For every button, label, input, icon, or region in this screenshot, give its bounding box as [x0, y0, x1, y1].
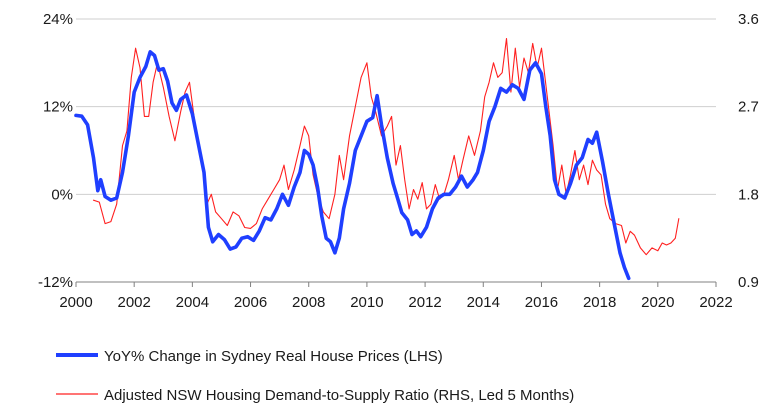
y-right-tick-label: 2.7 [738, 99, 759, 116]
axes [75, 281, 717, 287]
x-tick-label: 2014 [467, 294, 500, 311]
tick-labels: 24% 12% 0% -12% 3.6 2.7 1.8 0.9 2000 2002 2004 2006… [38, 11, 759, 311]
x-tick-label: 2016 [525, 294, 558, 311]
x-tick-label: 2006 [234, 294, 267, 311]
x-tick-label: 2012 [408, 294, 441, 311]
x-tick-label: 2018 [583, 294, 616, 311]
y-right-tick-label: 1.8 [738, 186, 759, 203]
x-tick-label: 2002 [117, 294, 150, 311]
x-tick-label: 2004 [176, 294, 209, 311]
y-left-tick-label: 0% [51, 186, 73, 203]
y-left-tick-label: -12% [38, 274, 73, 291]
y-right-tick-label: 0.9 [738, 274, 759, 291]
y-left-tick-label: 12% [43, 99, 73, 116]
x-tick-label: 2022 [699, 294, 732, 311]
x-tick-label: 2020 [641, 294, 674, 311]
x-tick-label: 2010 [350, 294, 383, 311]
y-right-tick-label: 3.6 [738, 11, 759, 28]
legend-label-house-prices: YoY% Change in Sydney Real House Prices … [104, 348, 443, 365]
series-line-house-prices [74, 50, 631, 281]
series-lines [74, 37, 680, 281]
legend-label-demand-supply: Adjusted NSW Housing Demand-to-Supply Ra… [104, 387, 574, 404]
x-tick-label: 2008 [292, 294, 325, 311]
grid-lines [76, 18, 716, 195]
x-tick-label: 2000 [59, 294, 92, 311]
legend: YoY% Change in Sydney Real House Prices … [56, 348, 574, 404]
y-left-tick-label: 24% [43, 11, 73, 28]
